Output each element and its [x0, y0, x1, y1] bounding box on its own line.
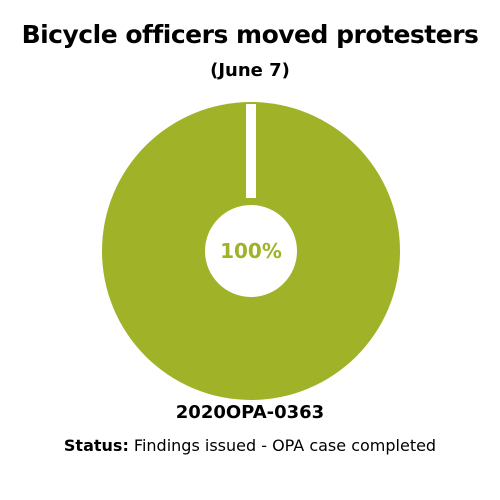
status-text: Findings issued - OPA case completed [128, 436, 437, 455]
status-line: Status: Findings issued - OPA case compl… [0, 436, 500, 455]
status-label: Status: [63, 436, 129, 455]
chart-subtitle: (June 7) [210, 60, 290, 81]
donut-hole [205, 205, 297, 297]
chart-title: Bicycle officers moved protesters [21, 20, 479, 49]
case-id: 2020OPA-0363 [175, 402, 325, 423]
donut-separator [246, 104, 256, 198]
center-value-label: 100% [220, 239, 282, 263]
